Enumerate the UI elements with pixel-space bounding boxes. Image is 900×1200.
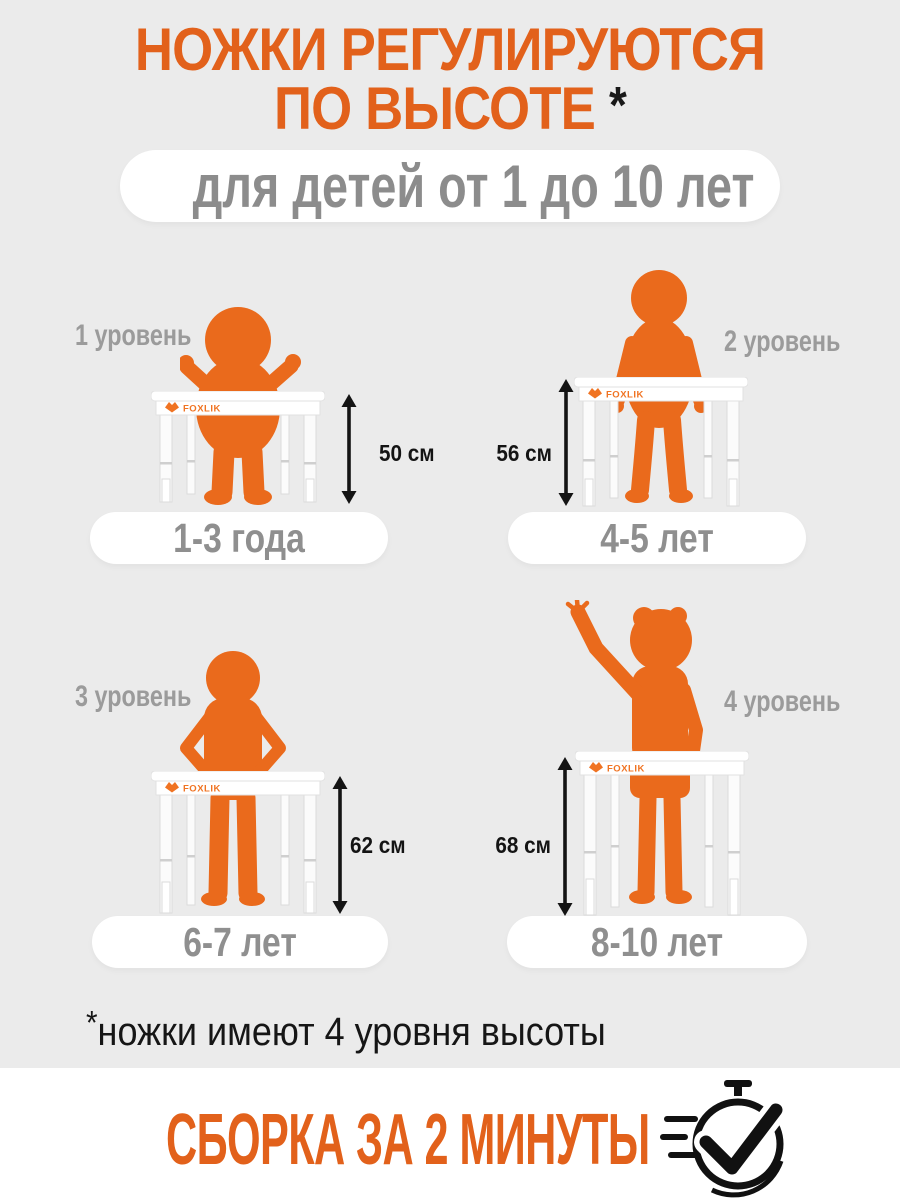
panel4-age-pill: 8-10 лет [507, 916, 807, 968]
panel1-age-pill: 1-3 года [90, 512, 388, 564]
panel4-height-label: 68 см [495, 832, 551, 858]
panel4-level-label: 4 уровень [724, 685, 841, 718]
fox-logo: FOXLIK [165, 402, 221, 415]
subtitle-text: для детей от 1 до 10 лет [192, 153, 755, 220]
page-title-line1: НОЖКИ РЕГУЛИРУЮТСЯ [134, 16, 766, 83]
panel1-level-label: 1 уровень [75, 319, 192, 352]
height-arrow-icon [558, 379, 574, 506]
adjustable-table: FOXLIK [575, 751, 749, 916]
adjustable-table: FOXLIK [151, 771, 325, 914]
height-arrow-icon [341, 394, 357, 504]
height-arrow-icon [332, 776, 348, 914]
footnote-asterisk: * [86, 1004, 98, 1041]
panel2-height-label: 56 см [496, 440, 552, 466]
fox-logo: FOXLIK [588, 388, 644, 401]
page-title: НОЖКИ РЕГУЛИРУЮТСЯ ПО ВЫСОТЕ * [54, 20, 846, 142]
footnote: *ножки имеют 4 уровня высоты [86, 1004, 716, 1058]
fox-logo: FOXLIK [589, 762, 645, 775]
adjustable-table: FOXLIK [151, 391, 325, 503]
panel2-level-label: 2 уровень [724, 325, 841, 358]
stopwatch-check-icon [660, 1080, 788, 1198]
brand-name: FOXLIK [606, 390, 644, 401]
height-arrow-icon [557, 757, 573, 916]
page-title-line2: ПО ВЫСОТЕ * [274, 75, 627, 142]
adjustable-table: FOXLIK [574, 377, 748, 507]
panel3-level-label: 3 уровень [75, 680, 192, 713]
footnote-text: ножки имеют 4 уровня высоты [97, 1010, 606, 1054]
panel3-height-label: 62 см [350, 832, 406, 858]
brand-name: FOXLIK [183, 784, 221, 795]
subtitle-pill: для детей от 1 до 10 лет [120, 150, 780, 222]
child-silhouette-toddler [180, 307, 301, 505]
assembly-banner-text: СБОРКА ЗА 2 МИНУТЫ [166, 1100, 650, 1180]
panel1-height-label: 50 см [379, 440, 435, 466]
title-asterisk: * [609, 77, 627, 135]
panel2-age-pill: 4-5 лет [508, 512, 806, 564]
panel3-age-pill: 6-7 лет [92, 916, 388, 968]
brand-name: FOXLIK [607, 764, 645, 775]
fox-logo: FOXLIK [165, 782, 221, 795]
brand-name: FOXLIK [183, 404, 221, 415]
